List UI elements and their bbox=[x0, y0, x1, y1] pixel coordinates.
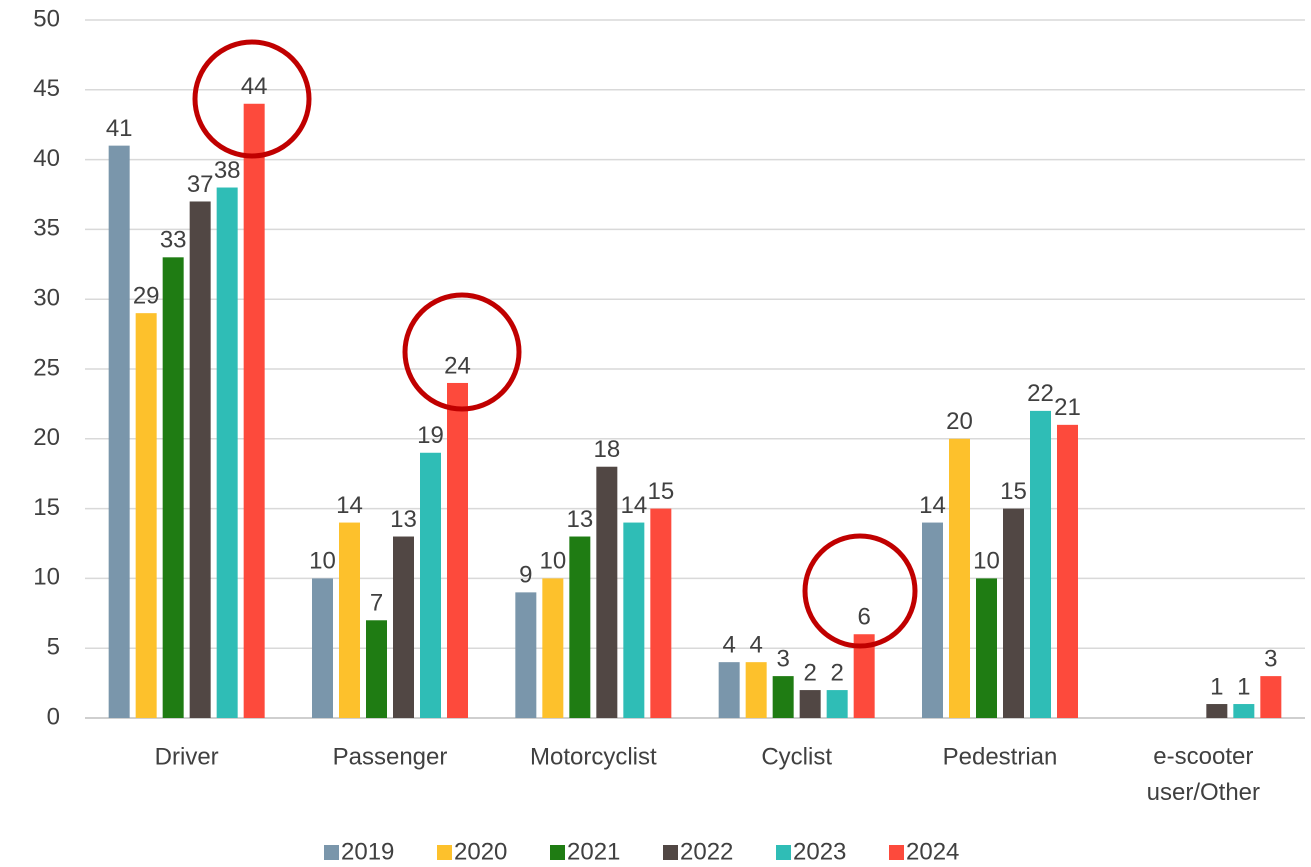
x-tick-label: Cyclist bbox=[761, 743, 832, 770]
bar bbox=[1003, 508, 1024, 718]
y-tick-label: 15 bbox=[33, 494, 60, 521]
data-label: 24 bbox=[444, 352, 471, 379]
bar bbox=[1260, 676, 1282, 718]
data-label: 18 bbox=[593, 436, 620, 463]
y-tick-label: 40 bbox=[33, 145, 60, 172]
x-tick-label: e-scooter user/Other bbox=[1147, 743, 1260, 806]
y-tick-label: 20 bbox=[33, 424, 60, 451]
data-label: 33 bbox=[160, 227, 187, 254]
bar bbox=[799, 690, 821, 718]
data-label: 10 bbox=[309, 548, 336, 575]
data-label: 41 bbox=[106, 115, 133, 142]
data-label: 1 bbox=[1210, 673, 1223, 700]
legend-label: 2022 bbox=[680, 838, 733, 865]
bar bbox=[569, 536, 591, 718]
x-tick-label: Driver bbox=[155, 743, 219, 770]
bar bbox=[312, 578, 333, 718]
data-label: 14 bbox=[620, 492, 647, 519]
bar bbox=[515, 592, 537, 718]
legend-swatch bbox=[663, 845, 678, 860]
data-label: 13 bbox=[566, 506, 593, 533]
bar bbox=[623, 522, 645, 718]
data-label: 10 bbox=[539, 548, 566, 575]
data-label: 2 bbox=[803, 659, 816, 686]
legend-swatch bbox=[437, 845, 452, 860]
bar bbox=[853, 634, 875, 718]
bar bbox=[366, 620, 387, 718]
data-label: 15 bbox=[647, 478, 674, 505]
y-tick-label: 45 bbox=[33, 75, 60, 102]
bar bbox=[1233, 704, 1255, 718]
bar bbox=[339, 522, 360, 718]
data-label: 4 bbox=[722, 632, 735, 659]
data-label: 3 bbox=[1264, 645, 1277, 672]
y-tick-label: 35 bbox=[33, 215, 60, 242]
bar bbox=[922, 522, 943, 718]
bar bbox=[420, 452, 441, 718]
y-tick-label: 5 bbox=[47, 634, 60, 661]
y-tick-label: 25 bbox=[33, 354, 60, 381]
bar bbox=[162, 257, 184, 718]
bar bbox=[189, 201, 211, 719]
data-label: 1 bbox=[1237, 673, 1250, 700]
data-label: 9 bbox=[519, 562, 532, 589]
data-label: 3 bbox=[776, 645, 789, 672]
bar bbox=[596, 466, 618, 718]
x-tick-label: Passenger bbox=[333, 743, 448, 770]
data-label: 21 bbox=[1054, 394, 1081, 421]
legend-swatch bbox=[550, 845, 565, 860]
bar bbox=[718, 662, 740, 718]
legend-swatch bbox=[324, 845, 339, 860]
data-label: 44 bbox=[241, 73, 268, 100]
legend-label: 2021 bbox=[567, 838, 620, 865]
x-tick-label: Motorcyclist bbox=[530, 743, 657, 770]
bar bbox=[243, 103, 265, 718]
data-label: 2 bbox=[830, 659, 843, 686]
data-label: 37 bbox=[187, 171, 214, 198]
data-label: 4 bbox=[749, 632, 762, 659]
bar bbox=[650, 508, 672, 718]
data-label: 19 bbox=[417, 422, 444, 449]
data-label: 15 bbox=[1000, 478, 1027, 505]
legend-label: 2019 bbox=[341, 838, 394, 865]
bar bbox=[826, 690, 848, 718]
data-label: 20 bbox=[946, 408, 973, 435]
y-tick-label: 50 bbox=[33, 5, 60, 32]
y-tick-label: 10 bbox=[33, 564, 60, 591]
data-label: 7 bbox=[370, 590, 383, 617]
bar bbox=[1057, 424, 1078, 718]
x-tick-label: Pedestrian bbox=[943, 743, 1058, 770]
highlight-circle bbox=[192, 39, 312, 159]
legend-label: 2023 bbox=[793, 838, 846, 865]
bar bbox=[542, 578, 564, 718]
data-label: 10 bbox=[973, 548, 1000, 575]
bar bbox=[108, 145, 130, 718]
bar bbox=[745, 662, 767, 718]
data-label: 13 bbox=[390, 506, 417, 533]
legend-swatch bbox=[889, 845, 904, 860]
data-label: 14 bbox=[919, 492, 946, 519]
bar bbox=[135, 313, 157, 718]
y-tick-label: 0 bbox=[47, 703, 60, 730]
y-tick-label: 30 bbox=[33, 285, 60, 312]
bar bbox=[976, 578, 997, 718]
highlight-circle bbox=[402, 292, 522, 412]
bar bbox=[1206, 704, 1228, 718]
bar bbox=[216, 187, 238, 718]
legend-label: 2020 bbox=[454, 838, 507, 865]
data-label: 22 bbox=[1027, 380, 1054, 407]
data-label: 6 bbox=[857, 604, 870, 631]
bar bbox=[949, 438, 970, 718]
data-label: 38 bbox=[214, 157, 241, 184]
bar bbox=[447, 382, 468, 718]
bar bbox=[1030, 410, 1051, 718]
bar bbox=[772, 676, 794, 718]
legend-swatch bbox=[776, 845, 791, 860]
data-label: 14 bbox=[336, 492, 363, 519]
data-label: 29 bbox=[133, 283, 160, 310]
highlight-circle bbox=[802, 533, 918, 649]
legend-label: 2024 bbox=[906, 838, 959, 865]
bar bbox=[393, 536, 414, 718]
